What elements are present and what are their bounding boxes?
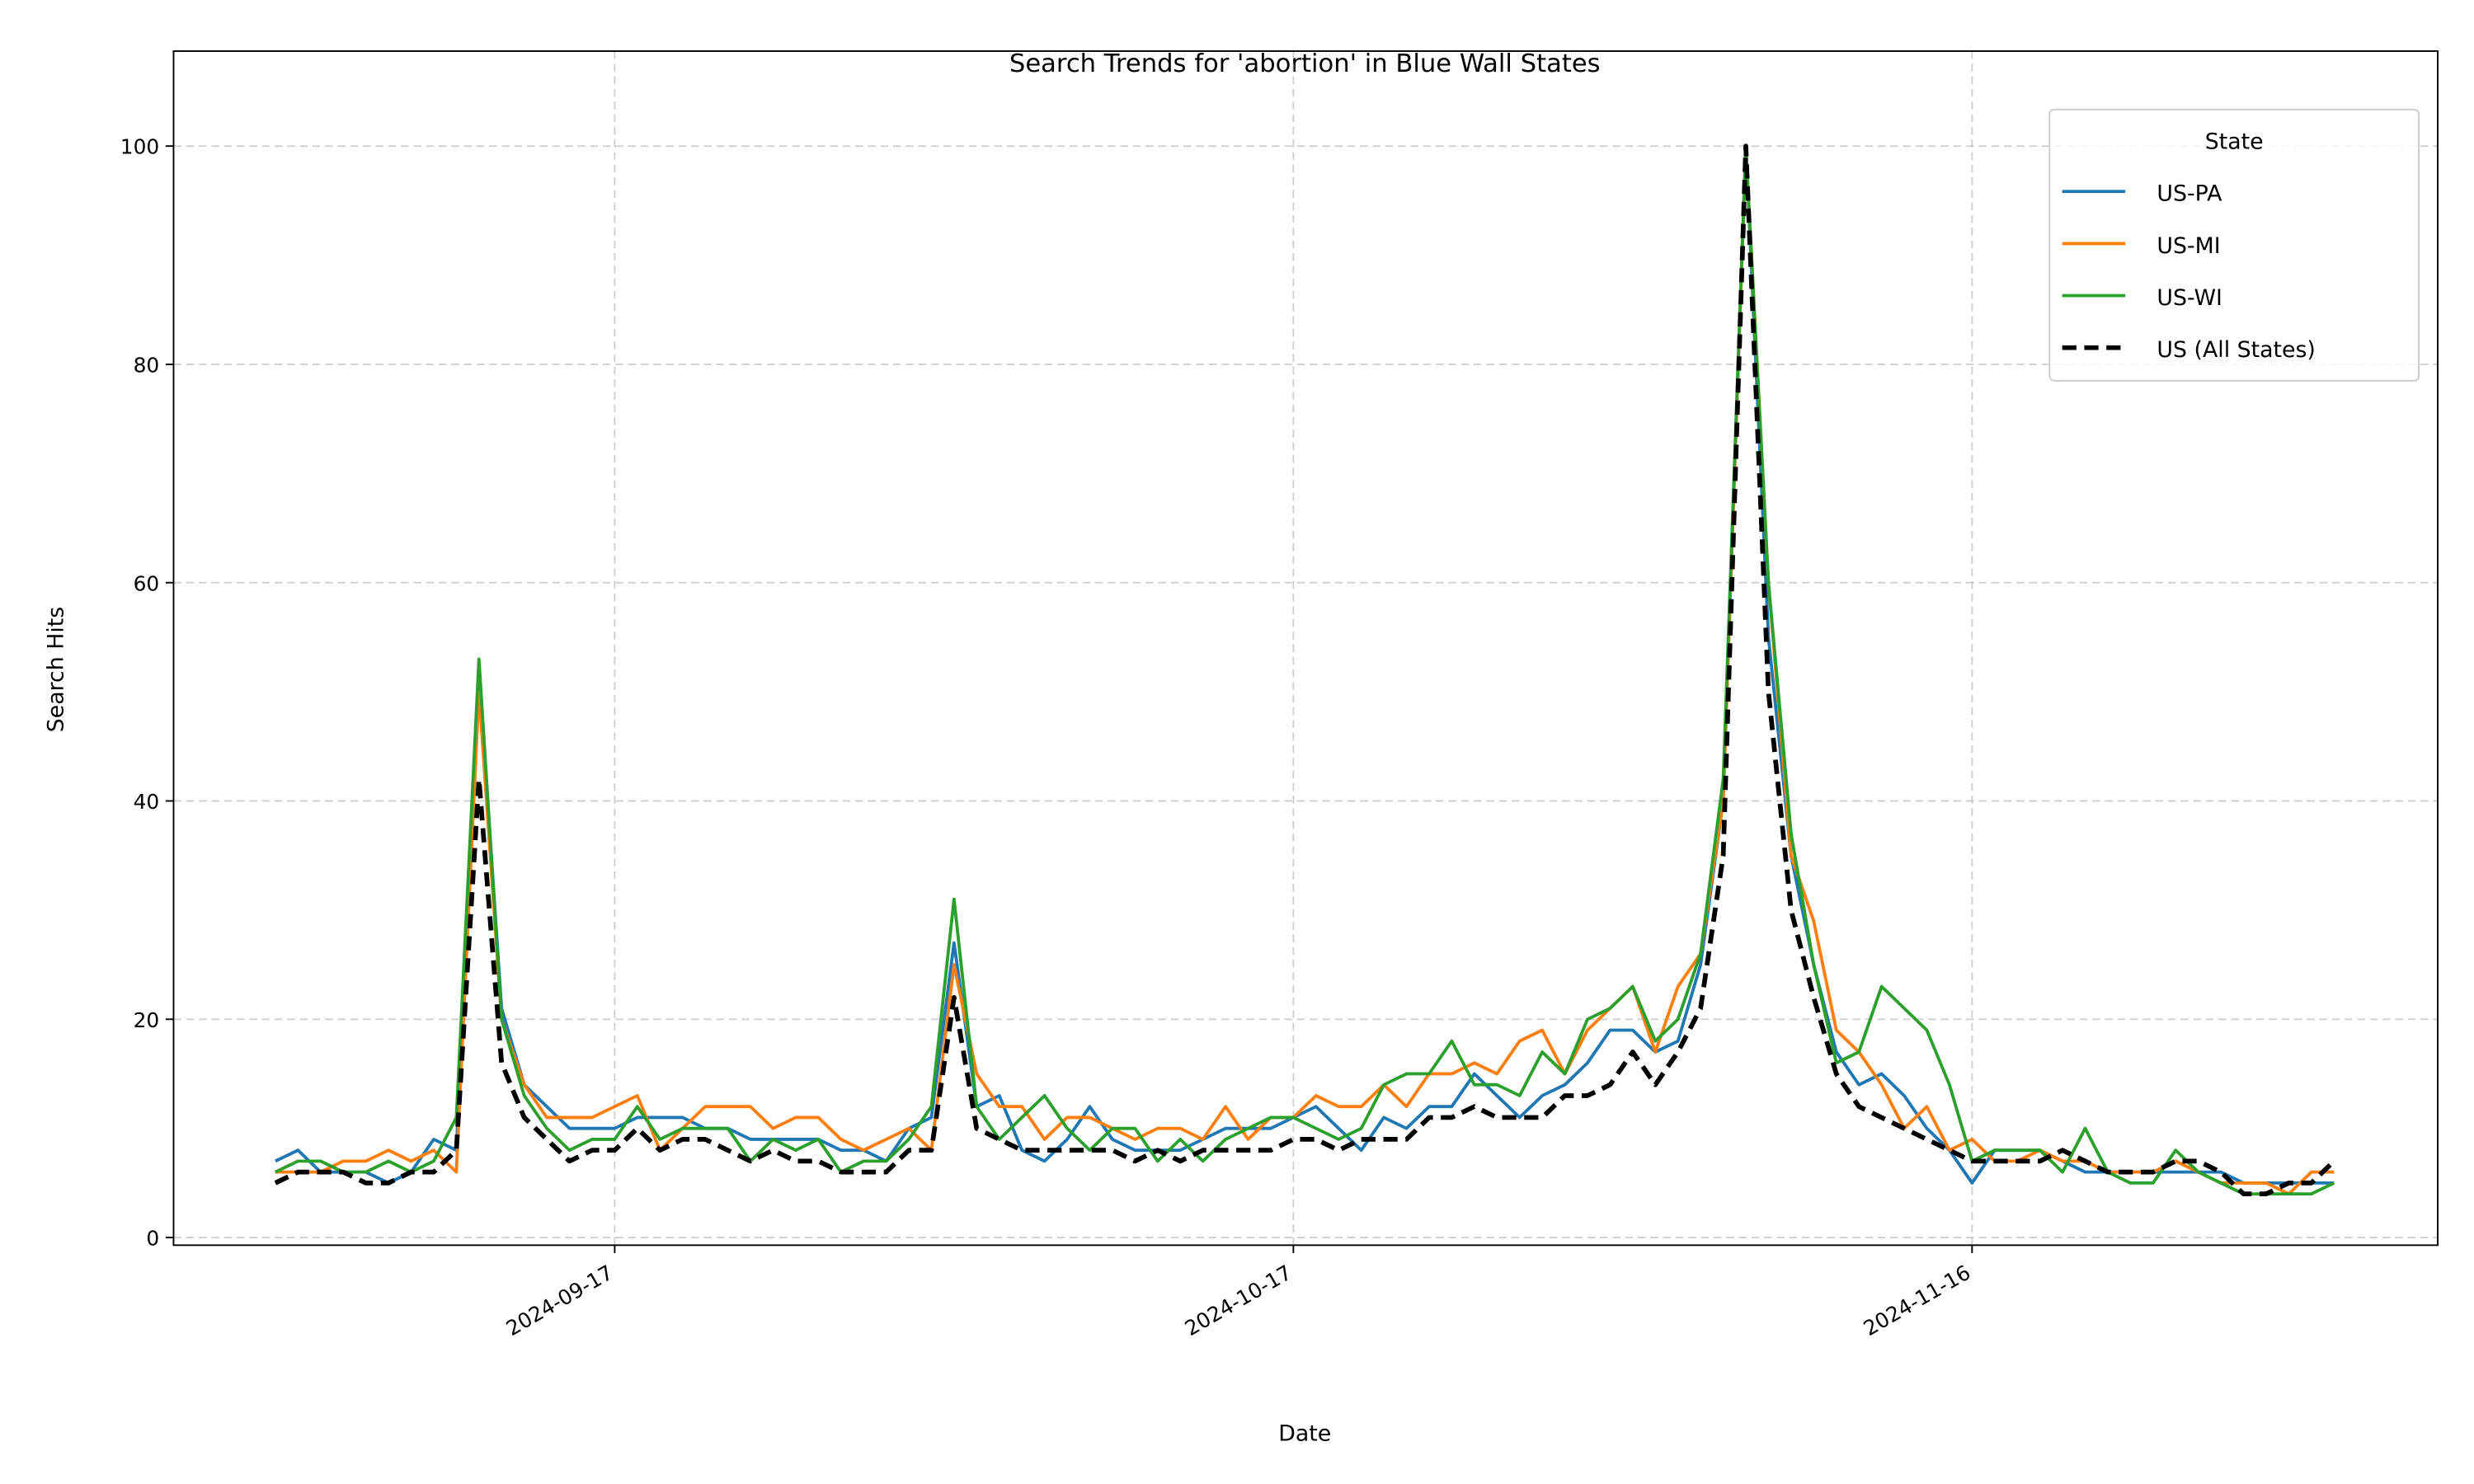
legend: State US-PA US-MI US-WI US (All States) bbox=[2048, 108, 2420, 382]
y-tick-label: 80 bbox=[134, 354, 160, 378]
y-axis-label: Search Hits bbox=[44, 607, 69, 732]
legend-label: US-PA bbox=[2157, 181, 2222, 207]
y-tick-label: 40 bbox=[134, 790, 160, 814]
chart-title: Search Trends for 'abortion' in Blue Wal… bbox=[1009, 49, 1601, 78]
y-tick-label: 100 bbox=[120, 135, 159, 159]
legend-box bbox=[2048, 108, 2420, 382]
legend-label: US-WI bbox=[2157, 285, 2222, 311]
legend-label: US (All States) bbox=[2157, 337, 2315, 363]
y-tick-label: 60 bbox=[134, 571, 160, 595]
series-line bbox=[275, 144, 2335, 1196]
series-line bbox=[274, 143, 2336, 1196]
legend-title: State bbox=[2205, 129, 2264, 155]
legend-label: US-MI bbox=[2157, 233, 2220, 259]
axes-frame bbox=[172, 50, 2439, 1247]
y-tick-label: 0 bbox=[146, 1227, 159, 1251]
series-line bbox=[275, 144, 2335, 1196]
x-axis-label: Date bbox=[1278, 1421, 1331, 1447]
y-tick-label: 20 bbox=[134, 1008, 160, 1032]
